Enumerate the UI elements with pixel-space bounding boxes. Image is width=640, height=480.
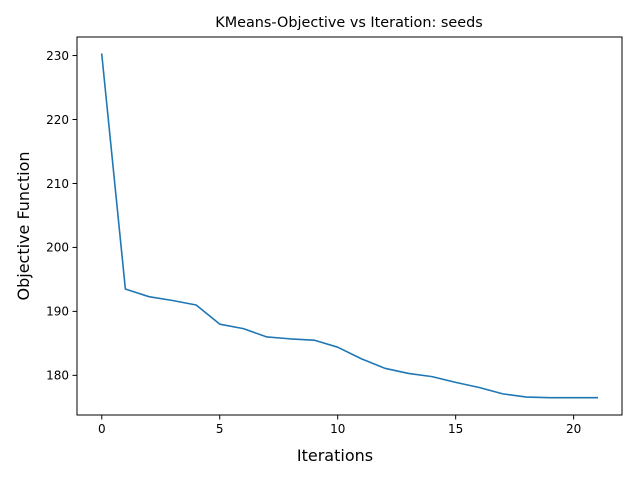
- y-tick-label: 230: [46, 49, 69, 63]
- y-tick-label: 210: [46, 177, 69, 191]
- y-tick-label: 190: [46, 305, 69, 319]
- x-tick-label: 0: [98, 422, 106, 436]
- x-axis-label: Iterations: [297, 446, 373, 465]
- axes-frame: [76, 36, 623, 416]
- x-tick-label: 15: [448, 422, 463, 436]
- series-line-0: [100, 53, 599, 399]
- x-tick-label: 10: [330, 422, 345, 436]
- y-tick-label: 200: [46, 241, 69, 255]
- plot-area: 0 5 10 15 20 180 190 200 210 220 230: [46, 36, 623, 436]
- chart-title: KMeans-Objective vs Iteration: seeds: [215, 15, 482, 31]
- x-tick-label: 5: [216, 422, 224, 436]
- x-tick-label: 20: [566, 422, 581, 436]
- y-tick-label: 220: [46, 113, 69, 127]
- y-tick-label: 180: [46, 369, 69, 383]
- y-axis-label: Objective Function: [14, 151, 33, 300]
